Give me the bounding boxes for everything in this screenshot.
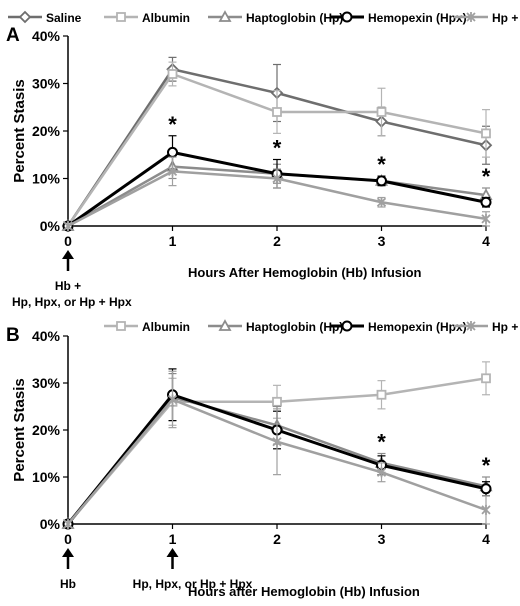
data-point xyxy=(63,221,73,231)
y-tick-label: 30% xyxy=(32,375,61,391)
significance-star: * xyxy=(482,453,491,478)
data-point xyxy=(167,166,178,177)
legend: Saline Albumin Haptoglobin (Hp) Hemopexin (… xyxy=(8,10,520,25)
y-tick-label: 10% xyxy=(32,171,61,187)
y-tick-label: 10% xyxy=(32,469,61,485)
arrow-head xyxy=(62,250,74,259)
significance-star: * xyxy=(168,112,177,137)
chart-panel-a: Saline Albumin Haptoglobin (Hp) Hemopexin (… xyxy=(6,10,520,309)
x-tick-label: 1 xyxy=(169,531,177,547)
data-point xyxy=(167,146,178,158)
dose-annotation: Hp, Hpx, or Hp + Hpx xyxy=(12,295,132,309)
x-tick-label: 0 xyxy=(64,233,72,249)
arrow-head xyxy=(62,548,74,557)
data-point xyxy=(376,107,387,117)
data-point xyxy=(481,373,491,384)
legend-label: Albumin xyxy=(142,320,190,334)
legend-marker xyxy=(116,321,126,331)
data-point xyxy=(481,128,491,139)
arrow-head xyxy=(166,548,179,557)
data-point xyxy=(480,483,492,495)
y-tick-label: 20% xyxy=(32,422,61,438)
x-tick-label: 4 xyxy=(482,531,490,547)
y-tick-label: 20% xyxy=(32,123,61,139)
x-tick-label: 3 xyxy=(378,233,386,249)
legend-label: Haptoglobin (Hp) xyxy=(246,320,343,334)
legend-label: Hemopexin (Hpx) xyxy=(368,320,467,334)
data-point xyxy=(272,173,282,184)
x-axis-title: Hours after Hemoglobin (Hb) Infusion xyxy=(188,584,420,599)
significance-star: * xyxy=(273,136,282,161)
y-axis-title: Percent Stasis xyxy=(11,378,28,481)
panel-label: B xyxy=(6,325,20,346)
data-point xyxy=(376,467,387,478)
legend-marker xyxy=(18,10,32,24)
dose-annotation: Hb xyxy=(60,577,76,591)
legend-label: Hemopexin (Hpx) xyxy=(368,11,467,25)
data-point xyxy=(63,519,73,529)
legend-label: Albumin xyxy=(142,11,190,25)
significance-star: * xyxy=(377,152,386,177)
y-tick-label: 0% xyxy=(40,218,61,234)
x-tick-label: 2 xyxy=(273,233,281,249)
legend-marker xyxy=(466,321,476,331)
legend-marker xyxy=(218,10,232,22)
legend-marker xyxy=(116,12,126,22)
y-tick-label: 40% xyxy=(32,328,61,344)
data-point xyxy=(272,396,282,407)
panel-label: A xyxy=(6,25,20,46)
series-hp-hpx xyxy=(63,156,491,231)
data-point xyxy=(272,436,282,447)
legend-marker xyxy=(466,12,476,22)
x-axis-title: Hours After Hemoglobin (Hb) Infusion xyxy=(188,265,422,280)
significance-star: * xyxy=(377,430,386,455)
x-tick-label: 2 xyxy=(273,531,281,547)
x-tick-label: 1 xyxy=(169,233,177,249)
data-point xyxy=(272,107,282,117)
y-tick-label: 0% xyxy=(40,516,61,532)
legend-label: Saline xyxy=(46,11,82,25)
data-point xyxy=(481,213,491,224)
data-point xyxy=(376,197,387,208)
legend-marker xyxy=(218,319,232,331)
y-tick-label: 40% xyxy=(32,28,61,44)
dose-annotation: Hb + xyxy=(55,279,81,293)
y-tick-label: 30% xyxy=(32,76,61,92)
x-tick-label: 3 xyxy=(378,531,386,547)
chart-panel-b: Albumin Haptoglobin (Hp) Hemopexin (Hpx) Hp… xyxy=(6,319,520,599)
legend-label: Hp + Hpx xyxy=(492,320,520,334)
data-point xyxy=(376,175,387,187)
significance-star: * xyxy=(482,164,491,189)
data-point xyxy=(167,394,178,405)
legend-marker xyxy=(341,320,353,332)
legend-label: Haptoglobin (Hp) xyxy=(246,11,343,25)
data-point xyxy=(480,196,492,208)
x-tick-label: 4 xyxy=(482,233,490,249)
x-tick-label: 0 xyxy=(64,531,72,547)
legend: Albumin Haptoglobin (Hp) Hemopexin (Hpx) Hp… xyxy=(104,319,520,334)
data-point xyxy=(481,504,491,515)
y-axis-title: Percent Stasis xyxy=(11,79,28,182)
legend-marker xyxy=(341,11,353,23)
data-point xyxy=(167,69,178,79)
data-point xyxy=(376,389,387,400)
legend-label: Hp + Hpx xyxy=(492,11,520,25)
series-hp-hpx xyxy=(63,370,491,529)
dose-annotation: Hp, Hpx, or Hp + Hpx xyxy=(133,577,253,591)
